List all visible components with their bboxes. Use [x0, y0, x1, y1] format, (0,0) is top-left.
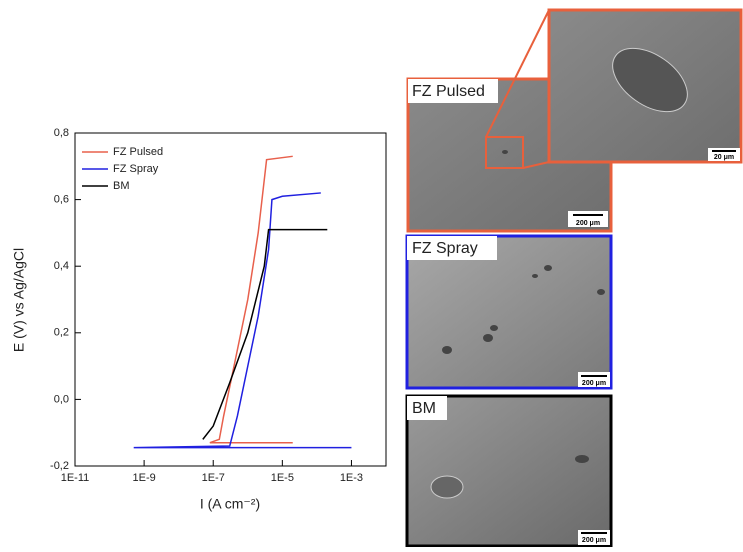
- y-tick-label: 0,6: [54, 194, 69, 206]
- panel-label: FZ Spray: [412, 240, 478, 257]
- plot-frame: [74, 132, 387, 467]
- y-tick-label: -0,2: [50, 460, 69, 472]
- scale-label: 200 μm: [582, 380, 606, 387]
- scale-label: 200 μm: [576, 220, 600, 227]
- y-tick-label: 0,8: [54, 127, 69, 139]
- y-tick-label: 0,2: [54, 327, 69, 339]
- micrograph-panel: [405, 394, 613, 548]
- legend-label: FZ Pulsed: [113, 146, 163, 158]
- x-axis-label: I (A cm⁻²): [200, 496, 260, 512]
- particle: [612, 47, 688, 113]
- x-tick-label: 1E-5: [271, 472, 294, 484]
- micrograph-panel: [405, 234, 613, 390]
- panel-label: BM: [412, 400, 436, 417]
- zoom-line: [522, 161, 550, 169]
- particle: [575, 455, 589, 463]
- legend-label: BM: [113, 180, 130, 192]
- label-box: [407, 236, 497, 260]
- label-box: [407, 396, 447, 420]
- x-tick-label: 1E-3: [340, 472, 363, 484]
- x-tick-label: 1E-7: [202, 472, 225, 484]
- particles: [442, 265, 605, 354]
- legend-label: FZ Spray: [113, 163, 159, 175]
- x-tick-label: 1E-11: [61, 472, 90, 484]
- particle: [502, 150, 508, 154]
- y-axis-label: E (V) vs Ag/AgCl: [11, 248, 27, 352]
- label-box: [408, 79, 498, 103]
- x-tick-label: 1E-9: [132, 472, 155, 484]
- series-line: [209, 155, 293, 444]
- y-tick-label: 0,0: [54, 393, 69, 405]
- y-tick-label: 0,4: [54, 260, 69, 272]
- panel-label: FZ Pulsed: [412, 83, 485, 100]
- zoom-box: [485, 136, 524, 169]
- particle: [430, 475, 464, 499]
- series-line: [202, 228, 328, 440]
- scale-label: 20 μm: [714, 154, 734, 161]
- scale-label: 200 μm: [582, 537, 606, 544]
- zoom-line: [485, 9, 550, 138]
- series-line: [133, 192, 352, 449]
